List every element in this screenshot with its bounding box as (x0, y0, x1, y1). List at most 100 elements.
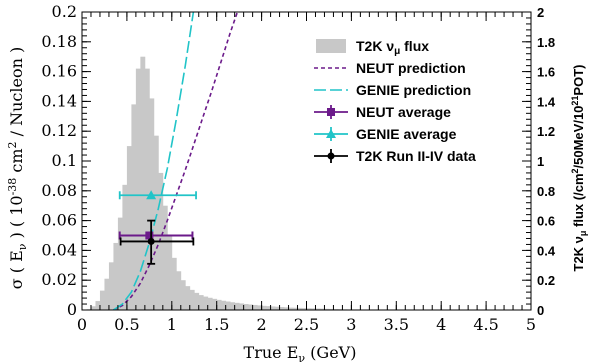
flux-bin (140, 56, 146, 311)
flux-bin (315, 308, 321, 310)
flux-bin (207, 297, 213, 310)
y-left-tick-label: 0.04 (41, 240, 77, 259)
flux-bin (180, 280, 186, 310)
neut-average-marker (145, 231, 154, 240)
flux-bin (288, 307, 294, 310)
flux-bin (248, 304, 254, 310)
flux-bin (297, 307, 303, 310)
flux-bin (293, 307, 298, 310)
y-left-tick-label: 0.16 (41, 62, 77, 81)
flux-bin (266, 306, 271, 310)
x-tick-label: 3 (346, 315, 356, 334)
y-left-tick-label: 0.2 (52, 2, 77, 21)
flux-bin (176, 271, 182, 310)
y-left-tick-label: 0.12 (41, 121, 77, 140)
flux-bin (144, 68, 150, 311)
flux-bin (234, 302, 240, 310)
flux-bin (189, 289, 195, 310)
y-right-tick-label: 1.4 (537, 94, 556, 109)
flux-bin (194, 292, 200, 310)
y-right-tick-label: 1.2 (537, 124, 555, 139)
x-tick-label: 5 (526, 315, 536, 334)
flux-bin (95, 301, 101, 310)
flux-bin (243, 304, 249, 310)
flux-bin (122, 184, 128, 310)
flux-bin (185, 286, 191, 310)
flux-histogram (86, 56, 388, 311)
flux-bin (113, 242, 119, 310)
flux-bin (319, 308, 325, 310)
flux-bin (162, 205, 168, 310)
flux-bin (104, 278, 110, 310)
y-right-tick-label: 0.8 (537, 184, 555, 199)
flux-bin (257, 305, 262, 310)
flux-bin (212, 298, 218, 310)
legend-label: T2K νμ flux (356, 38, 429, 57)
flux-bin (310, 308, 316, 310)
flux-bin (117, 217, 123, 310)
flux-bin (284, 307, 289, 310)
flux-bin (239, 303, 245, 310)
flux-bin (279, 307, 285, 310)
flux-bin (324, 308, 330, 310)
x-tick-label: 3.5 (384, 315, 409, 334)
y-right-tick-label: 1.6 (537, 65, 555, 80)
y-axis-left-label: σ ( Eν ) ( 10-38 cm2 / Nucleon ) (6, 47, 29, 289)
legend-label: NEUT prediction (356, 60, 466, 76)
genie-average-marker (146, 190, 157, 200)
legend-flux-swatch (316, 39, 346, 53)
x-tick-label: 4.5 (473, 315, 498, 334)
flux-bin (275, 306, 280, 310)
genie-prediction-line (112, 12, 195, 310)
flux-bin (225, 301, 231, 310)
y-left-tick-label: 0 (67, 300, 77, 319)
flux-bin (99, 290, 105, 310)
flux-bin (252, 304, 258, 310)
flux-bin (270, 306, 276, 310)
legend-circle-marker (327, 152, 335, 160)
axes: 0 0.5 1 1.5 2 2.5 3 3.5 4 4.5 500.020.040.060.080.… (41, 2, 555, 334)
x-tick-label: 1.5 (204, 315, 229, 334)
flux-bin (167, 235, 173, 310)
legend-triangle-marker (326, 129, 336, 138)
x-tick-label: 2 (257, 315, 267, 334)
flux-bin (126, 146, 132, 310)
flux-bin (135, 68, 141, 311)
x-tick-label: 4 (436, 315, 446, 334)
y-left-tick-label: 0.08 (41, 181, 77, 200)
flux-bin (131, 104, 137, 310)
legend-square-marker (327, 108, 335, 116)
y-left-tick-label: 0.02 (41, 270, 77, 289)
flux-bin (302, 308, 307, 310)
y-right-tick-label: 2 (537, 5, 544, 20)
x-tick-label: 0 (77, 315, 87, 334)
y-right-tick-label: 0.2 (537, 273, 555, 288)
legend-label: GENIE prediction (356, 82, 471, 98)
flux-bin (306, 308, 312, 310)
y-left-tick-label: 0.06 (41, 211, 77, 230)
y-left-tick-label: 0.18 (41, 32, 77, 51)
y-left-tick-label: 0.14 (41, 91, 77, 110)
flux-bin (149, 98, 155, 310)
flux-bin (221, 300, 227, 310)
legend-label: GENIE average (356, 126, 457, 142)
data-point-marker (147, 237, 155, 245)
legend: T2K νμ flux NEUT prediction GENIE predicti… (314, 38, 476, 164)
flux-bin (171, 257, 177, 310)
y-right-tick-label: 0.4 (537, 243, 556, 258)
flux-bin (90, 306, 96, 310)
y-right-tick-label: 1 (537, 154, 544, 169)
flux-bin (230, 302, 236, 310)
y-right-tick-label: 1.8 (537, 35, 555, 50)
flux-bin (216, 299, 222, 310)
legend-label: NEUT average (356, 104, 451, 120)
y-axis-right-label: T2K νμ flux (/cm2/50MeV/1021POT) (570, 65, 588, 272)
flux-bin (203, 296, 209, 310)
flux-bin (328, 308, 334, 310)
flux-bin (198, 295, 204, 310)
x-tick-label: 1 (167, 315, 177, 334)
y-right-tick-label: 0 (537, 303, 544, 318)
flux-bin (108, 262, 114, 310)
flux-bin (153, 135, 159, 310)
